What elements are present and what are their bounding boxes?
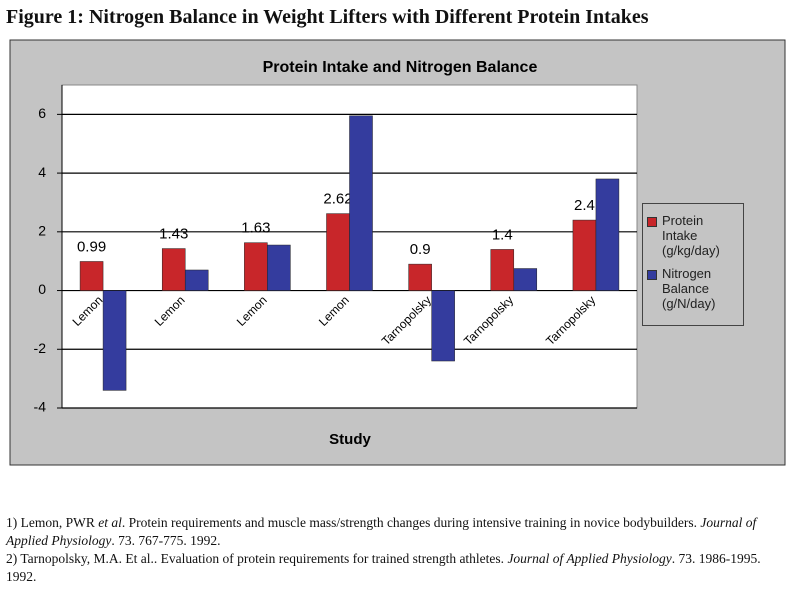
y-tick-label: 6: [38, 105, 46, 121]
legend-label: Protein Intake (g/kg/day): [662, 213, 720, 258]
reference: 1) Lemon, PWR et al. Protein requirement…: [6, 514, 786, 550]
bar: [490, 249, 515, 291]
reference-text: Journal of Applied Physiology: [507, 551, 672, 566]
bar: [102, 290, 127, 391]
y-tick-label: -4: [34, 399, 47, 415]
bar: [184, 269, 209, 291]
figure-title: Figure 1: Nitrogen Balance in Weight Lif…: [6, 6, 649, 28]
reference-text: 2) Tarnopolsky, M.A. Et al.. Evaluation …: [6, 551, 508, 566]
y-tick-label: -2: [34, 340, 47, 356]
bar: [595, 178, 620, 291]
bar: [267, 244, 291, 291]
legend-swatch: [647, 217, 657, 227]
data-label: 1.63: [241, 220, 270, 237]
y-tick-label: 2: [38, 223, 46, 239]
reference-text: . 73. 767-775. 1992.: [111, 533, 221, 548]
references: 1) Lemon, PWR et al. Protein requirement…: [6, 514, 786, 586]
bar: [79, 261, 104, 291]
reference: 2) Tarnopolsky, M.A. Et al.. Evaluation …: [6, 550, 786, 586]
bar: [572, 219, 597, 291]
reference-text: Journal of Applied Physiology: [6, 515, 757, 548]
x-axis-title: Study: [329, 431, 371, 448]
legend-label: Nitrogen Balance (g/N/day): [662, 266, 716, 311]
y-tick-label: 0: [38, 281, 46, 297]
data-label: 1.4: [492, 226, 513, 243]
legend-swatch: [647, 270, 657, 280]
data-label: 2.4: [574, 197, 595, 214]
legend: Protein Intake (g/kg/day) Nitrogen Balanc…: [642, 203, 744, 326]
data-label: 1.43: [159, 226, 188, 243]
data-label: 2.62: [323, 191, 352, 208]
bar: [161, 248, 186, 291]
reference-text: et al: [98, 515, 122, 530]
reference-text: . Protein requirements and muscle mass/s…: [121, 515, 701, 530]
data-label: 0.9: [410, 241, 431, 258]
data-label: 0.99: [77, 238, 106, 255]
chart-title: Protein Intake and Nitrogen Balance: [263, 59, 538, 76]
legend-item: Protein Intake (g/kg/day): [647, 213, 739, 258]
reference-text: 1) Lemon, PWR: [6, 515, 99, 530]
bar: [244, 242, 268, 291]
bar: [326, 213, 350, 291]
bar: [431, 290, 455, 362]
reference-text: . 73. 1986-1995. 1992.: [6, 551, 761, 584]
legend-item: Nitrogen Balance (g/N/day): [647, 266, 739, 311]
y-tick-label: 4: [38, 164, 46, 180]
bar: [349, 115, 373, 291]
bar: [408, 263, 432, 291]
bar: [513, 268, 538, 291]
